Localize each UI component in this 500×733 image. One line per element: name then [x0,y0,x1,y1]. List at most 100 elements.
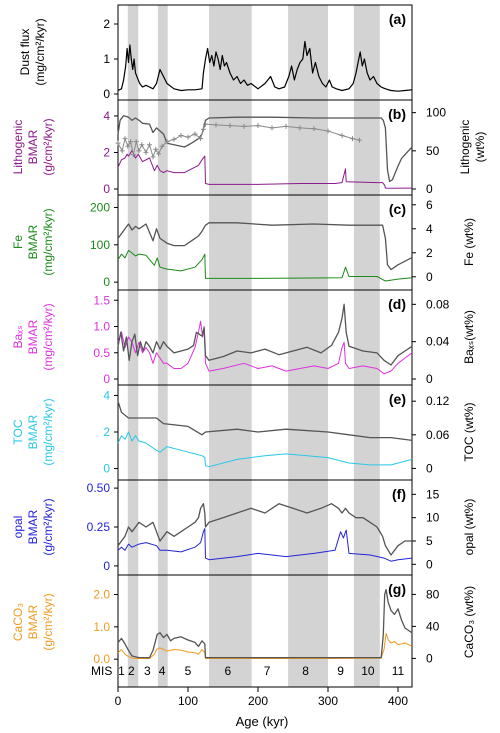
panel-letter: (c) [389,201,406,217]
right-tick-label: 5 [426,534,433,548]
series-marker [150,154,156,160]
right-tick-label: 15 [426,487,440,501]
left-axis-label: BMAR [26,319,40,354]
left-tick-label: 1 [103,52,110,66]
x-tick-label: 400 [388,694,408,708]
series-marker [227,123,233,129]
series-marker [297,125,303,131]
right-tick-label: 0.12 [426,394,450,408]
mis-stage-1: 1 [118,664,125,678]
x-tick-label: 300 [318,694,338,708]
left-axis-label: TOC [11,419,25,444]
left-axis-label: Lithogenic [11,120,25,175]
right-tick-label: 0.04 [426,335,450,349]
left-axis-label: Fe [11,235,25,249]
left-tick-label: 0.50 [87,481,111,495]
mis-stage-7: 7 [264,664,271,678]
left-tick-label: 2 [103,145,110,159]
series-marker [153,146,159,152]
series-marker [339,133,345,139]
series-marker [139,142,145,148]
series-marker [156,151,162,157]
panel-a: 0 1 2 Dust flux (mg/cm²/kyr) (a) [18,11,413,101]
mis-stage-10: 10 [361,664,375,678]
series-line-2 [117,503,412,556]
series-marker [203,121,208,127]
left-tick-label: 200 [90,200,110,214]
series-line-1 [117,528,413,562]
left-tick-label: 1.5 [93,293,110,307]
right-tick-label: 0 [426,651,433,665]
series-marker [147,142,152,148]
mis-label: MIS [91,664,112,678]
series-marker [357,137,362,143]
series-marker [311,126,317,132]
panel-letter: (e) [389,391,406,407]
series-line-2 [117,401,413,442]
left-axis-label: BMAR [26,129,40,164]
series-marker [192,131,198,137]
right-tick-label: 6 [426,198,433,212]
left-tick-label: 0 [103,462,110,476]
left-tick-label: 0 [103,275,110,289]
x-tick-label: 0 [115,694,122,708]
left-axis-label: (g/cm²/kyr) [41,498,55,555]
left-tick-label: 1.0 [93,620,110,634]
series-marker [133,139,139,145]
panel-c: 0 100 200 0 2 4 6 Fe BMAR (mg/cm²/kyr) Fe (wt%) (c) [11,194,476,289]
panel-f: 0 0.25 0.50 0 5 10 15 opal BMAR (g/cm²/kyr) opal (… [11,479,476,573]
left-axis-label: Dust flux [18,29,32,76]
right-axis-label: Fe (wt%) [462,218,476,266]
series-marker [255,123,261,129]
series-marker [350,136,355,142]
left-tick-label: 2 [103,425,110,439]
left-axis-label: opal [11,516,25,539]
series-line-1 [117,431,413,468]
series-marker [200,126,206,132]
series-marker [128,139,134,145]
left-axis-label: (g/cm²/kyr) [41,118,55,175]
series-line-2 [117,303,413,366]
mis-stage-5: 5 [185,664,192,678]
right-tick-label: 0 [426,372,433,386]
left-axis-label: (g/cm²/kyr) [41,593,55,650]
right-axis-label: Lithogenic [458,120,472,175]
series-marker [115,140,121,146]
left-axis-label: (mg/cm²/kyr) [41,303,55,370]
right-tick-label: 4 [426,222,433,236]
right-tick-label: 0 [426,182,433,196]
mis-stage-6: 6 [225,664,232,678]
left-tick-label: 0 [103,372,110,386]
series-line-2 [117,588,413,659]
left-tick-label: 2 [103,17,110,31]
right-tick-label: 50 [426,144,440,158]
left-tick-label: 0 [103,87,110,101]
left-tick-label: 100 [90,238,110,252]
panel-d: 0 0.5 1.0 1.5 0 0.04 0.08 Baₓₛ BMAR (mg/cm²/kyr) B… [11,289,476,386]
x-axis-label: Age (kyr) [236,714,289,729]
mis-stage-8: 8 [302,664,309,678]
right-axis-label: Baₓₛ(wt%) [462,310,476,364]
series-line-2 [117,222,413,271]
glacial-band-4 [288,5,328,687]
left-tick-label: 0.0 [93,652,110,666]
series-marker [178,133,184,139]
panel-letter: (b) [388,106,406,122]
right-tick-label: 0.06 [426,428,450,442]
mis-stage-11: 11 [392,664,405,678]
glacial-band-3 [209,5,252,687]
left-tick-label: 0 [103,182,110,196]
left-tick-label: 0.5 [93,346,110,360]
series-marker [198,136,204,142]
left-tick-label: 0 [103,559,110,573]
left-tick-label: 4 [103,388,110,402]
left-tick-label: 1.0 [93,320,110,334]
panel-letter: (a) [389,11,406,27]
left-axis-label: (mg/cm²/kyr) [41,398,55,465]
series-marker [122,136,128,142]
left-axis-label: BMAR [26,414,40,449]
right-tick-label: 100 [426,106,446,120]
